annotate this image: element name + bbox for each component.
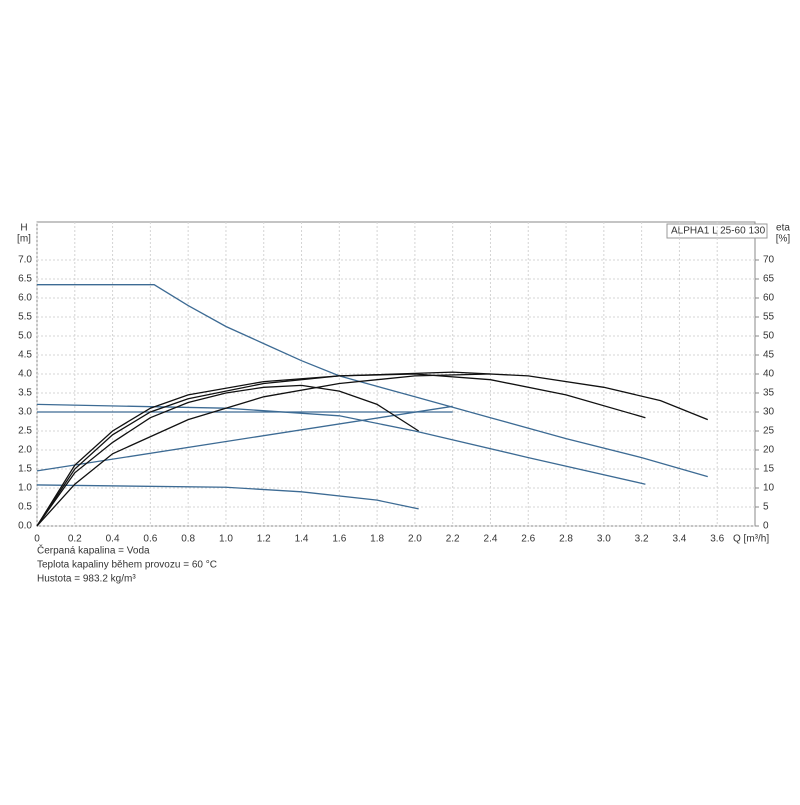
y2-tick-label: 60 bbox=[763, 293, 775, 304]
y2-tick-label: 55 bbox=[763, 312, 775, 323]
x-tick-label: 3.0 bbox=[597, 534, 611, 545]
x-tick-label: 3.4 bbox=[672, 534, 686, 545]
y-tick-label: 0.5 bbox=[18, 502, 32, 513]
x-tick-label: 2.6 bbox=[521, 534, 535, 545]
y-tick-label: 4.5 bbox=[18, 350, 32, 361]
note: Teplota kapaliny během provozu = 60 °C bbox=[37, 560, 217, 571]
y-label: H bbox=[20, 223, 27, 234]
y2-label: eta bbox=[776, 223, 790, 234]
y-tick-label: 6.0 bbox=[18, 293, 32, 304]
y-tick-label: 3.0 bbox=[18, 407, 32, 418]
y-tick-label: 5.0 bbox=[18, 331, 32, 342]
x-tick-label: 2.4 bbox=[484, 534, 498, 545]
y-label-unit: [m] bbox=[17, 234, 31, 245]
x-tick-label: 1.6 bbox=[332, 534, 346, 545]
y-tick-label: 6.5 bbox=[18, 274, 32, 285]
curve bbox=[36, 384, 420, 527]
x-tick-label: 2.2 bbox=[446, 534, 460, 545]
curve bbox=[36, 405, 453, 472]
y-tick-label: 3.5 bbox=[18, 388, 32, 399]
y2-tick-label: 10 bbox=[763, 483, 775, 494]
x-tick-label: 2.0 bbox=[408, 534, 422, 545]
y2-tick-label: 50 bbox=[763, 331, 775, 342]
y2-tick-label: 0 bbox=[763, 521, 769, 532]
x-tick-label: 0.4 bbox=[106, 534, 120, 545]
y-tick-label: 2.0 bbox=[18, 445, 32, 456]
y-tick-label: 1.5 bbox=[18, 464, 32, 475]
curve bbox=[37, 284, 708, 478]
y2-tick-label: 35 bbox=[763, 388, 775, 399]
y2-tick-label: 5 bbox=[763, 502, 769, 513]
x-tick-label: 1.2 bbox=[257, 534, 271, 545]
x-tick-label: 1.0 bbox=[219, 534, 233, 545]
y2-tick-label: 20 bbox=[763, 445, 775, 456]
y-tick-label: 0.0 bbox=[18, 521, 32, 532]
x-tick-label: 0.2 bbox=[68, 534, 82, 545]
x-tick-label: 0.6 bbox=[143, 534, 157, 545]
curve bbox=[36, 373, 646, 527]
y-tick-label: 7.0 bbox=[18, 255, 32, 266]
x-tick-label: 2.8 bbox=[559, 534, 573, 545]
x-tick-label: 0 bbox=[34, 534, 40, 545]
note: Čerpaná kapalina = Voda bbox=[37, 544, 150, 557]
y-tick-label: 4.0 bbox=[18, 369, 32, 380]
y-tick-label: 5.5 bbox=[18, 312, 32, 323]
y-tick-label: 1.0 bbox=[18, 483, 32, 494]
y2-tick-label: 30 bbox=[763, 407, 775, 418]
y2-label-unit: [%] bbox=[776, 234, 791, 245]
x-tick-label: 3.2 bbox=[635, 534, 649, 545]
x-tick-label: 1.4 bbox=[295, 534, 309, 545]
legend-title: ALPHA1 L 25-60 130 bbox=[671, 226, 766, 237]
curve bbox=[36, 484, 419, 510]
x-label: Q [m³/h] bbox=[733, 534, 769, 545]
curve bbox=[36, 371, 709, 527]
curve bbox=[36, 403, 646, 485]
y2-tick-label: 15 bbox=[763, 464, 775, 475]
x-tick-label: 1.8 bbox=[370, 534, 384, 545]
x-tick-label: 3.6 bbox=[710, 534, 724, 545]
x-tick-label: 0.8 bbox=[181, 534, 195, 545]
y2-tick-label: 70 bbox=[763, 255, 775, 266]
note: Hustota = 983.2 kg/m³ bbox=[37, 574, 136, 585]
y2-tick-label: 45 bbox=[763, 350, 775, 361]
y2-tick-label: 40 bbox=[763, 369, 775, 380]
y2-tick-label: 65 bbox=[763, 274, 775, 285]
curve bbox=[36, 373, 491, 527]
y-tick-label: 2.5 bbox=[18, 426, 32, 437]
y2-tick-label: 25 bbox=[763, 426, 775, 437]
